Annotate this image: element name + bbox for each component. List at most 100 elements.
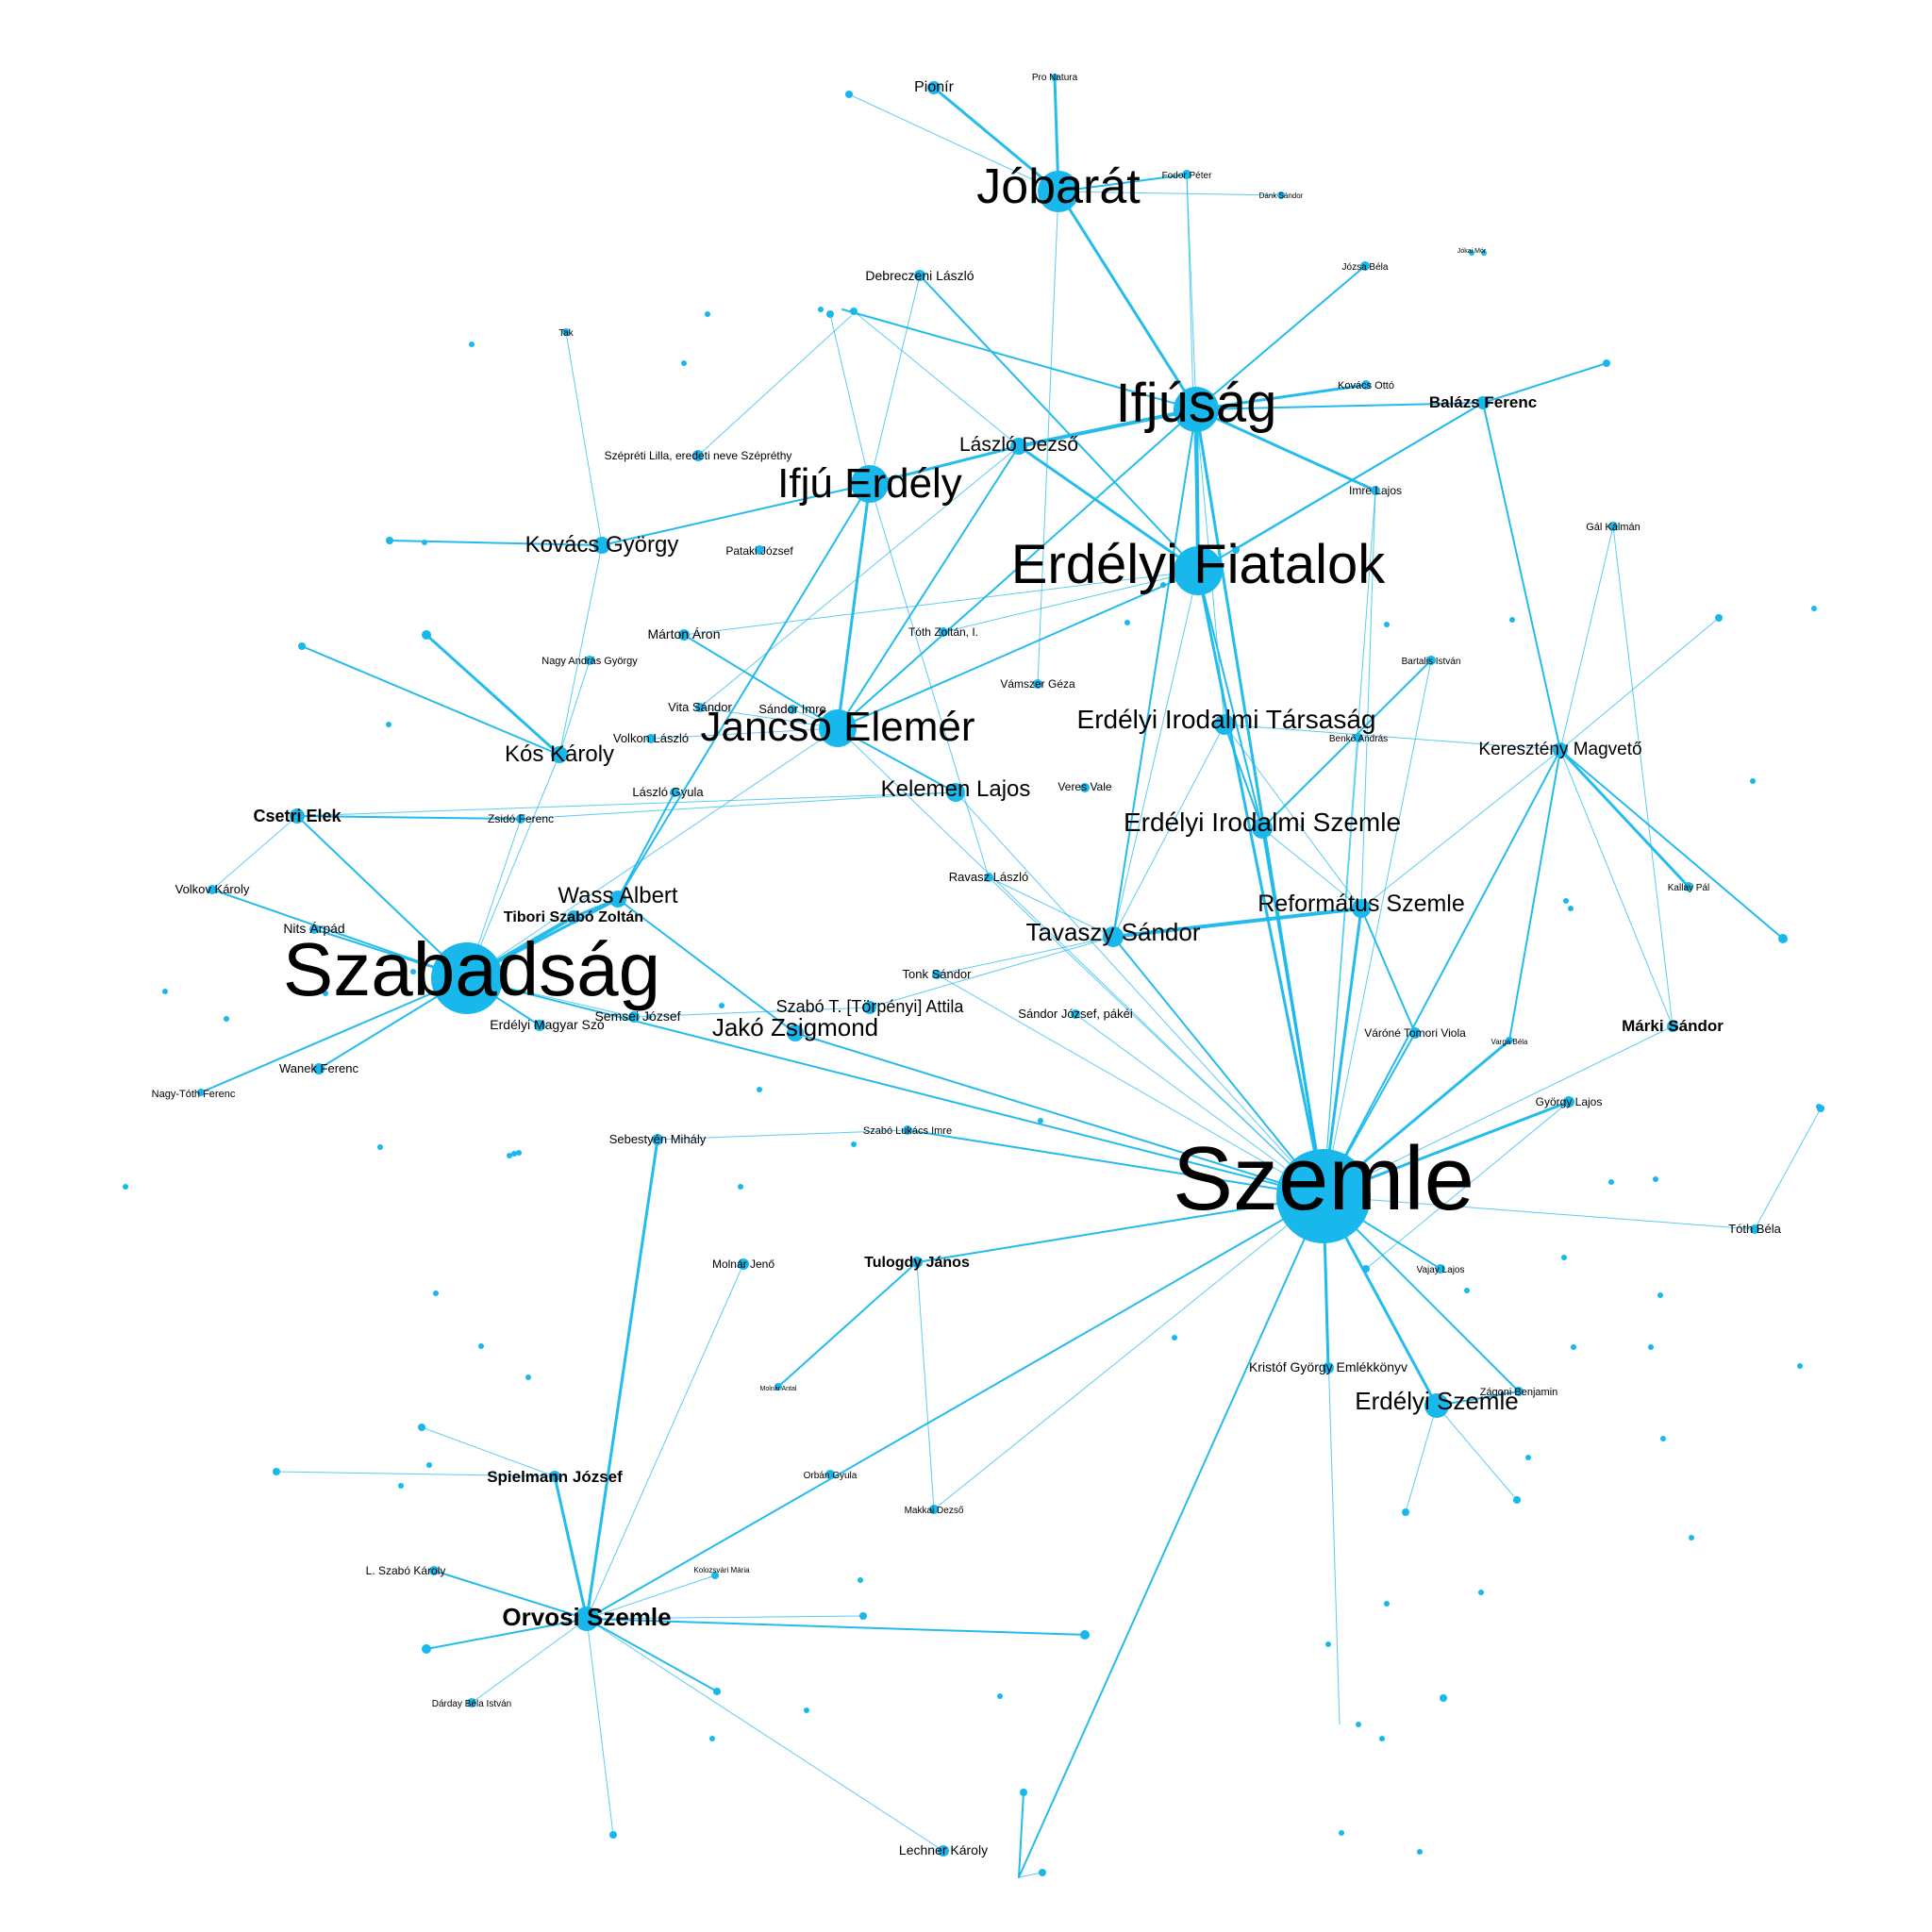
node-label-wanek: Wanek Ferenc bbox=[279, 1061, 359, 1075]
node-minor bbox=[646, 1014, 652, 1020]
edge-szabadsag-jancso bbox=[466, 727, 839, 979]
edge-ifjusag-balazs bbox=[1195, 402, 1484, 410]
node-label-imrel: Imre Lajos bbox=[1349, 484, 1402, 497]
node-orvosi bbox=[575, 1607, 599, 1631]
edge-szemle-reformatus bbox=[1322, 907, 1363, 1198]
node-minor bbox=[1816, 1104, 1822, 1109]
node-minor bbox=[850, 308, 858, 315]
node-erdfiat bbox=[1174, 546, 1223, 595]
edge-szemle-szaboi bbox=[907, 1129, 1324, 1197]
node-tibori bbox=[567, 910, 580, 924]
node-label-eitars: Erdélyi Irodalmi Társaság bbox=[1077, 705, 1376, 734]
node-minor bbox=[386, 722, 391, 727]
node-minor bbox=[1563, 898, 1569, 904]
node-minor bbox=[1384, 622, 1390, 627]
edge-kovacs-tak bbox=[565, 331, 603, 546]
node-label-zsido: Zsidó Ferenc bbox=[488, 812, 554, 825]
node-wanek bbox=[313, 1063, 325, 1074]
node-ravasz bbox=[984, 873, 993, 882]
edge-szabadsag-kos bbox=[466, 754, 560, 979]
node-lechner bbox=[938, 1845, 949, 1857]
node-szaboi bbox=[903, 1125, 912, 1135]
node-minor bbox=[1608, 1179, 1614, 1185]
edge-szemle-marki bbox=[1323, 1025, 1674, 1197]
edge-szemle-jako bbox=[794, 1032, 1324, 1197]
node-label-vitas: Vita Sándor bbox=[668, 700, 732, 714]
node-minor bbox=[1481, 250, 1487, 256]
edge-szemle-erdfiat bbox=[1196, 569, 1325, 1198]
edge-tavaszy-tonk bbox=[936, 936, 1114, 975]
edge-jancso-kelemen bbox=[837, 727, 957, 793]
node-minor bbox=[1039, 1869, 1046, 1876]
node-label-zagb: Zágoni Benjamin bbox=[1480, 1387, 1558, 1398]
edge-szemle-toth bbox=[1323, 1195, 1756, 1230]
node-label-verres: Veres Vale bbox=[1058, 780, 1111, 793]
node-label-tavaszy: Tavaszy Sándor bbox=[1026, 918, 1201, 946]
node-volkovk bbox=[208, 885, 217, 894]
edge-erdszemle-sor bbox=[1436, 1405, 1518, 1501]
node-minor bbox=[410, 969, 416, 974]
node-label-eiszemle: Erdélyi Irodalmi Szemle bbox=[1124, 808, 1401, 837]
node-label-volkovk: Volkov Károly bbox=[175, 882, 250, 896]
node-label-nagytoth: Nagy-Tóth Ferenc bbox=[152, 1089, 236, 1100]
edge-jobarat-erdfiat bbox=[1037, 191, 1059, 685]
node-minor bbox=[1356, 1722, 1361, 1727]
node-imrel bbox=[1371, 486, 1380, 495]
node-label-jobarat: Jóbarát bbox=[976, 159, 1141, 214]
node-minor bbox=[1660, 1436, 1666, 1441]
node-label-kallay: Kallay Pál bbox=[1668, 883, 1709, 893]
node-kerm bbox=[1553, 742, 1568, 758]
node-minor bbox=[298, 642, 306, 650]
edge-szabadsag-csetri bbox=[296, 815, 468, 979]
node-minor bbox=[398, 1483, 404, 1489]
edge-fodor-jobarat2 bbox=[1186, 174, 1199, 572]
node-szabadsag bbox=[431, 942, 503, 1014]
node-kallay bbox=[1684, 882, 1693, 891]
edge-kerm-kallay bbox=[1558, 748, 1690, 889]
node-vajaz bbox=[1436, 1264, 1445, 1274]
edge-semsei-szabot bbox=[633, 1007, 871, 1018]
node-label-ifjusag: Ifjúság bbox=[1116, 373, 1277, 434]
node-jako bbox=[787, 1024, 804, 1041]
node-label-kristof: Kristóf György Emlékkönyv bbox=[1249, 1359, 1407, 1374]
edge-jobarat-pionir bbox=[932, 86, 1060, 193]
node-label-kolozs: Kolozsvári Mária bbox=[693, 1566, 750, 1574]
edge-erdfiat-marton bbox=[683, 570, 1199, 636]
node-ifjuerdely bbox=[851, 465, 889, 503]
edge-erdszemle-kolsz bbox=[1405, 1405, 1438, 1513]
edge-toth-utol bbox=[1754, 1108, 1822, 1230]
node-minor bbox=[709, 1736, 715, 1741]
node-minor bbox=[162, 989, 168, 994]
edge-ifjuerdely-kovacs bbox=[601, 483, 871, 546]
edge-zsido-kelemen bbox=[520, 791, 957, 820]
node-minor bbox=[323, 991, 328, 996]
node-minor bbox=[1648, 1344, 1654, 1350]
node-minor bbox=[1571, 1344, 1576, 1350]
node-minor bbox=[1362, 1265, 1370, 1273]
node-label-csetri: Csetri Elek bbox=[253, 807, 341, 825]
node-minor bbox=[681, 360, 687, 366]
edge-balazs-orban bbox=[1235, 402, 1484, 551]
node-csetri bbox=[290, 808, 305, 824]
node-minor bbox=[422, 630, 431, 640]
node-minor bbox=[1561, 1255, 1567, 1260]
node-marki bbox=[1667, 1021, 1678, 1032]
edge-eiszemle-reformatus bbox=[1261, 827, 1362, 909]
edge-ifjusag-jozsa bbox=[1195, 265, 1366, 410]
edge-ifjusag-kovacsotto bbox=[1194, 383, 1368, 411]
node-minor bbox=[1478, 1590, 1484, 1595]
edge-szabadsag-volkovk bbox=[211, 889, 468, 979]
node-label-bartalis: Bartalis István bbox=[1402, 657, 1461, 667]
node-szepreti bbox=[692, 450, 704, 461]
node-tulogdy bbox=[911, 1257, 923, 1268]
edge-kerm-gall bbox=[1559, 525, 1614, 751]
node-minor bbox=[1778, 934, 1788, 943]
node-minor bbox=[507, 1153, 512, 1158]
edge-kerm-nyug bbox=[1559, 617, 1720, 751]
edge-gyorgyl-kev bbox=[1365, 1101, 1570, 1270]
node-label-jokai: Jókai Mór bbox=[1457, 248, 1487, 255]
node-label-laszlog: László Gyula bbox=[632, 785, 704, 799]
node-minor bbox=[859, 1612, 867, 1620]
edge-orvosi-nads bbox=[586, 1618, 614, 1836]
edge-kerm-marki bbox=[1559, 749, 1674, 1027]
